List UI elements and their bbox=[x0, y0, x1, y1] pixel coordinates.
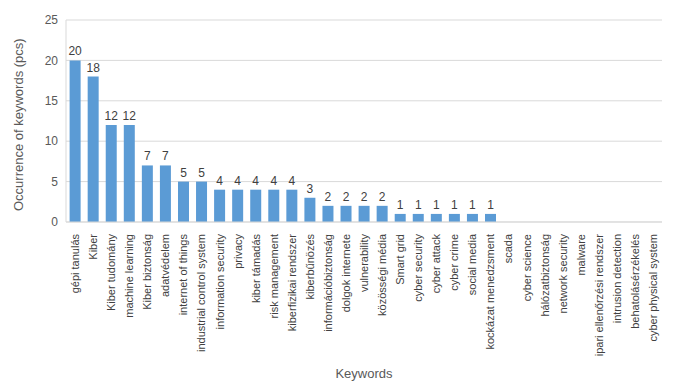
svg-text:2: 2 bbox=[325, 190, 332, 204]
svg-text:kiberbűnözés: kiberbűnözés bbox=[304, 234, 316, 300]
svg-text:közösségi média: közösségi média bbox=[376, 233, 388, 316]
svg-text:2: 2 bbox=[343, 190, 350, 204]
svg-text:Keywords: Keywords bbox=[335, 366, 393, 381]
svg-text:cyber crime: cyber crime bbox=[448, 234, 460, 291]
svg-text:5: 5 bbox=[180, 166, 187, 180]
svg-text:gépi tanulás: gépi tanulás bbox=[69, 234, 81, 294]
svg-text:3: 3 bbox=[307, 182, 314, 196]
svg-text:1: 1 bbox=[487, 198, 494, 212]
svg-text:kockázat menedzsment: kockázat menedzsment bbox=[484, 234, 496, 350]
svg-text:industrial control system: industrial control system bbox=[195, 234, 207, 352]
svg-text:2: 2 bbox=[361, 190, 368, 204]
svg-text:20: 20 bbox=[68, 44, 82, 58]
svg-text:cyber science: cyber science bbox=[521, 234, 533, 301]
svg-text:internet of things: internet of things bbox=[177, 234, 189, 316]
svg-text:Kiber: Kiber bbox=[87, 234, 99, 260]
svg-text:4: 4 bbox=[270, 174, 277, 188]
svg-text:információbiztonság: információbiztonság bbox=[322, 234, 334, 332]
svg-text:0: 0 bbox=[51, 215, 58, 229]
svg-text:7: 7 bbox=[162, 149, 169, 163]
svg-text:Occurrence of keywords (pcs): Occurrence of keywords (pcs) bbox=[11, 38, 26, 211]
svg-text:privacy: privacy bbox=[232, 234, 244, 269]
svg-text:1: 1 bbox=[397, 198, 404, 212]
svg-text:5: 5 bbox=[198, 166, 205, 180]
svg-text:cyber security: cyber security bbox=[412, 234, 424, 302]
svg-text:intrusion detection: intrusion detection bbox=[611, 234, 623, 323]
svg-text:adatvédelem: adatvédelem bbox=[159, 234, 171, 297]
svg-text:Kiber tudomány: Kiber tudomány bbox=[105, 234, 117, 312]
svg-text:10: 10 bbox=[45, 134, 59, 148]
svg-text:malware: malware bbox=[575, 234, 587, 276]
svg-text:Kiber biztonság: Kiber biztonság bbox=[141, 234, 153, 310]
svg-text:ipari ellenőrzési rendszer: ipari ellenőrzési rendszer bbox=[593, 234, 605, 357]
svg-text:7: 7 bbox=[144, 149, 151, 163]
svg-text:1: 1 bbox=[451, 198, 458, 212]
svg-text:cyber attack: cyber attack bbox=[430, 234, 442, 294]
svg-text:18: 18 bbox=[86, 61, 100, 75]
svg-text:12: 12 bbox=[105, 109, 119, 123]
svg-text:scada: scada bbox=[502, 233, 514, 263]
svg-text:social media: social media bbox=[466, 233, 478, 295]
svg-text:network security: network security bbox=[557, 234, 569, 314]
svg-text:2: 2 bbox=[379, 190, 386, 204]
svg-text:risk management: risk management bbox=[268, 234, 280, 318]
svg-text:information security: information security bbox=[214, 234, 226, 330]
svg-text:machine learning: machine learning bbox=[123, 234, 135, 318]
svg-text:hálózatbiztonság: hálózatbiztonság bbox=[539, 234, 551, 317]
svg-text:1: 1 bbox=[469, 198, 476, 212]
svg-text:Smart grid: Smart grid bbox=[394, 234, 406, 285]
svg-text:kiber támadás: kiber támadás bbox=[250, 234, 262, 304]
svg-text:4: 4 bbox=[216, 174, 223, 188]
svg-text:4: 4 bbox=[252, 174, 259, 188]
svg-text:behatolásérzékelés: behatolásérzékelés bbox=[629, 234, 641, 329]
svg-text:5: 5 bbox=[51, 175, 58, 189]
svg-text:4: 4 bbox=[288, 174, 295, 188]
svg-text:12: 12 bbox=[123, 109, 137, 123]
svg-text:kiberfizikai rendszer: kiberfizikai rendszer bbox=[286, 234, 298, 332]
svg-text:4: 4 bbox=[234, 174, 241, 188]
svg-text:20: 20 bbox=[45, 54, 59, 68]
svg-text:cyber physical system: cyber physical system bbox=[647, 234, 659, 342]
svg-text:1: 1 bbox=[415, 198, 422, 212]
svg-text:25: 25 bbox=[45, 13, 59, 27]
svg-text:dolgok internete: dolgok internete bbox=[340, 234, 352, 312]
svg-text:1: 1 bbox=[433, 198, 440, 212]
svg-text:15: 15 bbox=[45, 94, 59, 108]
svg-text:vulnerability: vulnerability bbox=[358, 234, 370, 293]
